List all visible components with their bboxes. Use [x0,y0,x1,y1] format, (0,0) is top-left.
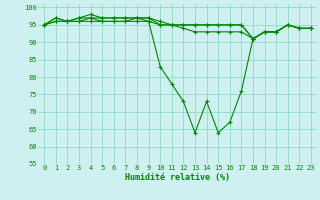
X-axis label: Humidité relative (%): Humidité relative (%) [125,173,230,182]
